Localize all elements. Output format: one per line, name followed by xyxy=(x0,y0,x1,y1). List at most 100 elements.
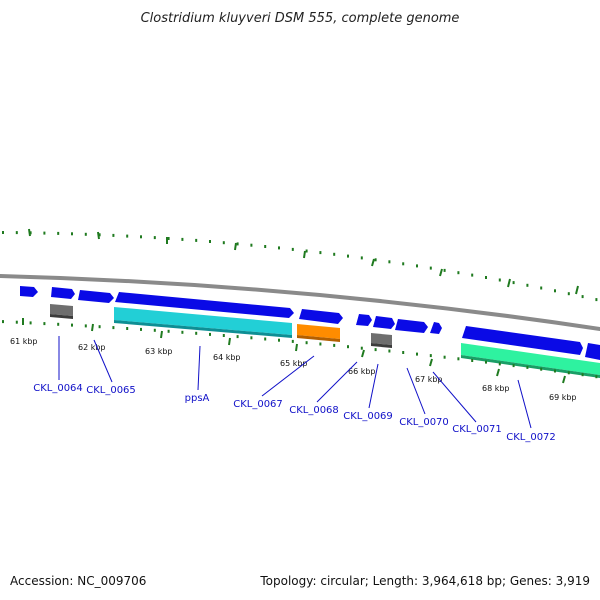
minor-tick xyxy=(84,324,87,328)
minor-tick xyxy=(457,357,460,361)
minor-tick xyxy=(581,373,584,377)
minor-tick xyxy=(181,237,184,241)
leader-line xyxy=(517,379,532,429)
minor-tick xyxy=(2,231,4,234)
major-tick xyxy=(295,343,298,352)
cds-arrow[interactable] xyxy=(356,314,372,326)
minor-tick xyxy=(264,337,267,341)
leader-line xyxy=(93,339,113,383)
accession-text: Accession: NC_009706 xyxy=(10,574,147,588)
minor-tick xyxy=(526,365,529,369)
minor-tick xyxy=(360,346,363,350)
leader-line xyxy=(368,363,379,409)
scale-label: 68 kbp xyxy=(482,384,510,393)
minor-tick xyxy=(222,241,225,245)
gray-feature-edge xyxy=(50,314,73,319)
minor-tick xyxy=(416,352,418,356)
orange-feature[interactable] xyxy=(297,324,340,339)
outer-tick-track xyxy=(2,228,598,302)
gene-label-ckl-0070[interactable]: CKL_0070 xyxy=(399,417,449,428)
cyan-feature-edge xyxy=(114,320,292,338)
cds-arrow[interactable] xyxy=(299,309,343,324)
gene-label-ckl-0072[interactable]: CKL_0072 xyxy=(506,432,556,443)
cds-arrow[interactable] xyxy=(395,319,428,333)
gene-label-ppsa[interactable]: ppsA xyxy=(185,393,210,404)
major-tick xyxy=(496,368,500,377)
minor-tick xyxy=(140,327,142,331)
major-tick xyxy=(361,349,365,358)
major-tick xyxy=(234,242,237,251)
minor-tick xyxy=(236,335,239,339)
minor-tick xyxy=(209,240,211,243)
cds-arrow[interactable] xyxy=(51,287,75,299)
minor-tick xyxy=(305,249,308,253)
minor-tick xyxy=(443,268,446,272)
genome-backbone xyxy=(0,274,600,331)
minor-tick xyxy=(236,242,239,246)
cyan-feature[interactable] xyxy=(114,307,292,335)
minor-tick xyxy=(512,364,515,368)
cds-arrow[interactable] xyxy=(78,290,114,303)
gray-feature[interactable] xyxy=(371,333,392,345)
minor-tick xyxy=(485,276,487,279)
minor-tick xyxy=(195,331,198,335)
inner-tick-track xyxy=(2,318,598,384)
gene-label-ckl-0067[interactable]: CKL_0067 xyxy=(233,399,283,410)
gene-label-ckl-0068[interactable]: CKL_0068 xyxy=(289,405,339,416)
gene-label-ckl-0069[interactable]: CKL_0069 xyxy=(343,411,393,422)
gene-labels: CKL_0064 CKL_0065 ppsA CKL_0067 CKL_0068… xyxy=(33,383,556,443)
minor-tick xyxy=(429,266,432,270)
feature-track xyxy=(50,304,600,378)
scale-label: 67 kbp xyxy=(415,375,443,384)
cds-arrow[interactable] xyxy=(20,286,38,297)
minor-tick xyxy=(512,281,515,285)
minor-tick xyxy=(126,234,129,238)
scale-label: 61 kbp xyxy=(10,337,38,346)
minor-tick xyxy=(112,326,115,330)
minor-tick xyxy=(567,292,570,296)
minor-tick xyxy=(402,262,405,266)
major-tick xyxy=(429,358,433,367)
minor-tick xyxy=(71,232,73,236)
minor-tick xyxy=(581,295,584,299)
gene-leader-lines xyxy=(58,336,532,429)
minor-tick xyxy=(57,322,60,326)
minor-tick xyxy=(333,343,336,347)
gene-label-ckl-0064[interactable]: CKL_0064 xyxy=(33,383,83,394)
minor-tick xyxy=(57,231,60,235)
leader-line xyxy=(432,371,477,423)
cds-arrow[interactable] xyxy=(462,326,583,355)
major-tick xyxy=(303,250,306,259)
minor-tick xyxy=(195,238,198,242)
minor-tick xyxy=(554,369,556,373)
gene-label-ckl-0065[interactable]: CKL_0065 xyxy=(86,385,136,396)
cds-arrow[interactable] xyxy=(585,343,600,360)
minor-tick xyxy=(43,322,46,326)
minor-tick xyxy=(471,273,474,277)
minor-tick xyxy=(485,360,487,364)
cds-arrow[interactable] xyxy=(115,292,294,318)
cds-arrow[interactable] xyxy=(373,316,395,329)
minor-tick xyxy=(167,329,170,333)
gray-feature[interactable] xyxy=(50,304,73,316)
minor-tick xyxy=(498,278,501,282)
minor-tick xyxy=(181,330,184,334)
cds-arrow[interactable] xyxy=(430,322,442,334)
minor-tick xyxy=(15,231,18,235)
major-tick xyxy=(160,330,163,339)
green-feature[interactable] xyxy=(461,343,600,375)
gene-label-ckl-0071[interactable]: CKL_0071 xyxy=(452,424,502,435)
minor-tick xyxy=(167,237,170,240)
leader-line xyxy=(197,345,201,391)
scale-label: 69 kbp xyxy=(549,393,577,402)
gray-feature-edge xyxy=(371,343,392,348)
minor-tick xyxy=(209,332,211,336)
minor-tick xyxy=(291,247,294,251)
major-tick xyxy=(507,278,511,288)
minor-tick xyxy=(567,371,570,375)
minor-tick xyxy=(347,254,349,258)
major-tick xyxy=(439,268,443,277)
scale-label: 64 kbp xyxy=(213,353,241,362)
minor-tick xyxy=(140,235,142,239)
